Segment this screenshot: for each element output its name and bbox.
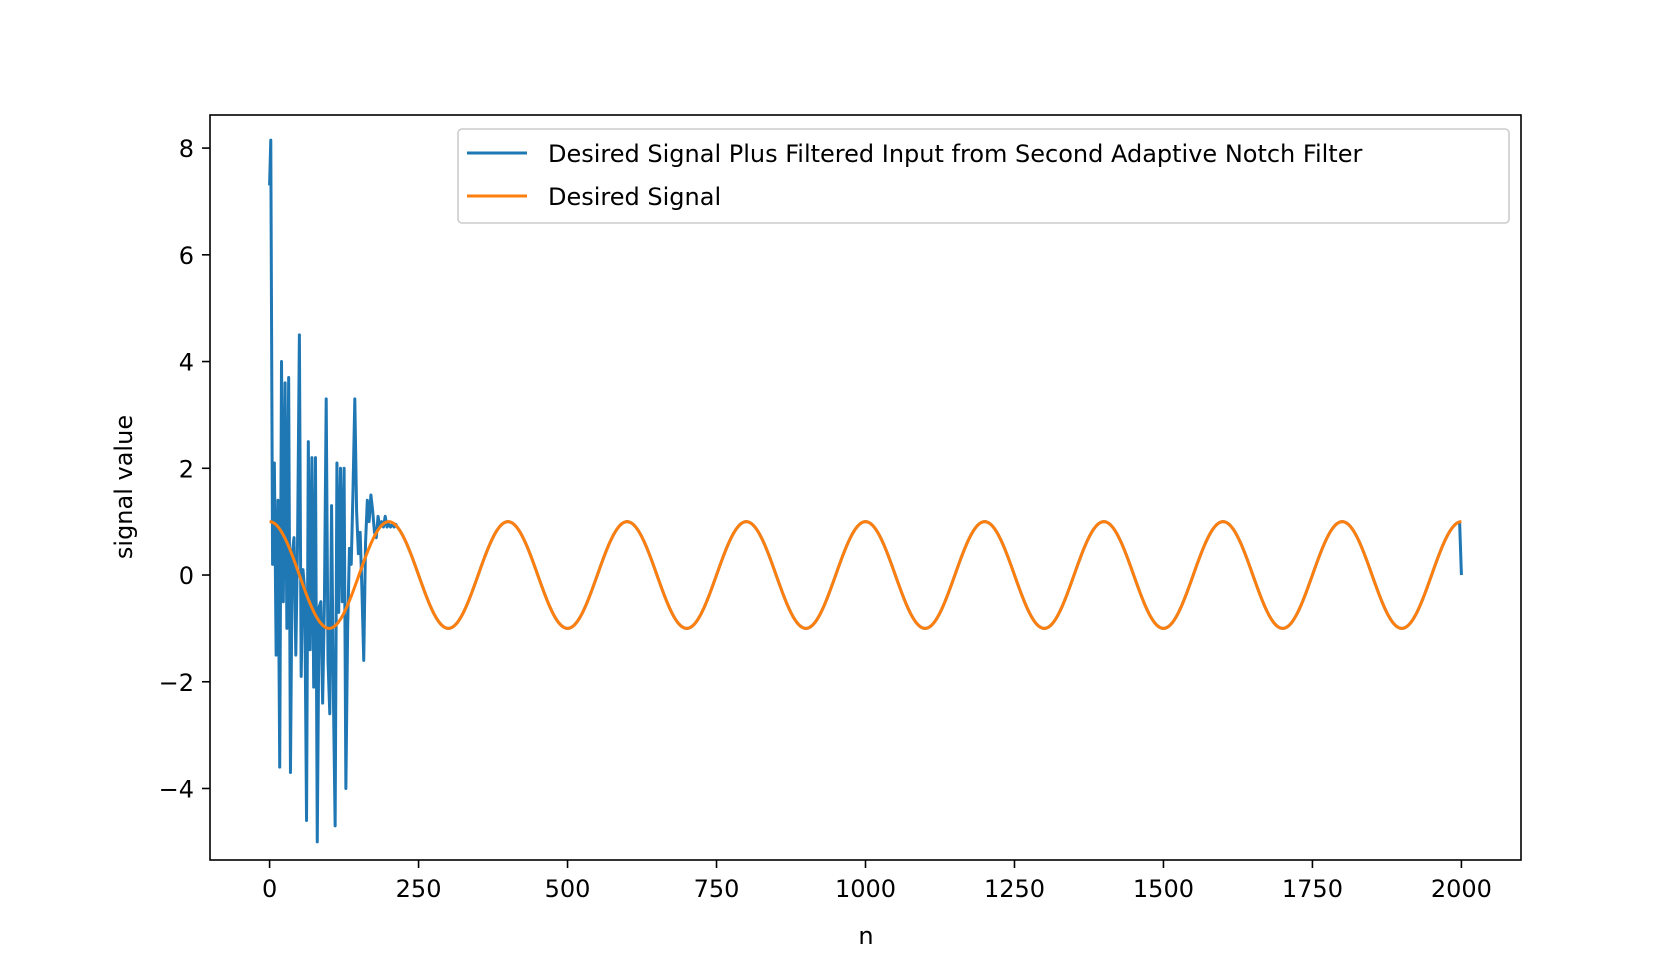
x-tick-label: 2000 xyxy=(1431,875,1492,903)
x-tick-label: 1500 xyxy=(1133,875,1194,903)
y-tick-label: −4 xyxy=(159,775,194,803)
x-axis-title: n xyxy=(858,922,873,950)
y-tick-label: 6 xyxy=(179,242,194,270)
legend-box xyxy=(457,128,1510,224)
y-tick-label: 2 xyxy=(179,455,194,483)
legend-label-desired-plus-filtered: Desired Signal Plus Filtered Input from … xyxy=(548,140,1362,168)
legend-label-desired-signal: Desired Signal xyxy=(548,183,721,211)
x-tick-label: 0 xyxy=(262,875,277,903)
y-axis: −4 −2 0 2 4 6 8 xyxy=(159,135,210,803)
legend: Desired Signal Plus Filtered Input from … xyxy=(457,128,1510,224)
x-tick-label: 1000 xyxy=(835,875,896,903)
y-tick-label: 4 xyxy=(179,349,194,377)
x-axis: 0 250 500 750 1000 1250 1500 1750 2000 xyxy=(262,860,1492,903)
x-tick-label: 250 xyxy=(396,875,442,903)
x-tick-label: 1750 xyxy=(1282,875,1343,903)
plot-area xyxy=(210,115,1521,860)
y-axis-title: signal value xyxy=(110,415,138,559)
y-tick-label: 8 xyxy=(179,135,194,163)
series-layer xyxy=(268,138,1463,844)
x-tick-label: 750 xyxy=(694,875,740,903)
x-tick-label: 500 xyxy=(545,875,591,903)
x-tick-label: 1250 xyxy=(984,875,1045,903)
y-tick-label: 0 xyxy=(179,562,194,590)
y-tick-label: −2 xyxy=(159,669,194,697)
series-line-desired-signal xyxy=(269,520,1462,630)
